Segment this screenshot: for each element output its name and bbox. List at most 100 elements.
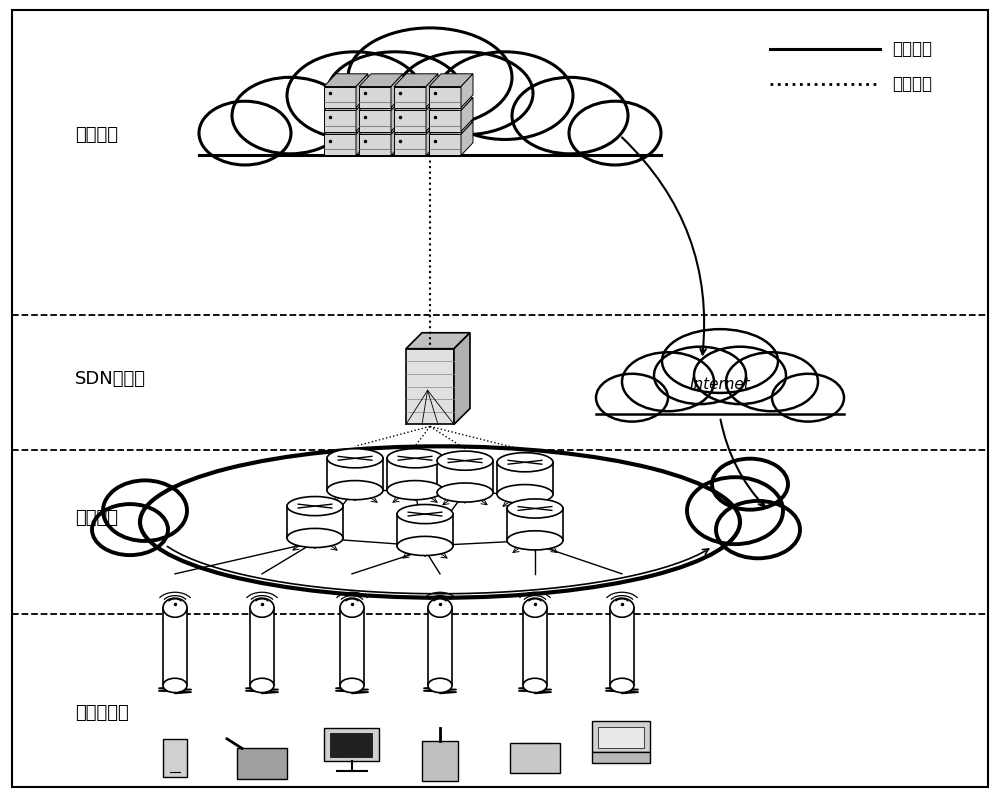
Bar	[422, 741, 458, 781]
Bar	[397, 514, 453, 546]
Bar	[340, 608, 364, 685]
Ellipse shape	[694, 347, 786, 404]
Bar	[497, 462, 553, 494]
Ellipse shape	[622, 352, 714, 411]
Bar	[163, 608, 187, 685]
Polygon shape	[391, 74, 403, 108]
Ellipse shape	[428, 598, 452, 617]
Ellipse shape	[437, 483, 493, 502]
Ellipse shape	[397, 52, 533, 135]
Text: 雾计算层: 雾计算层	[75, 509, 118, 527]
Bar	[598, 727, 644, 748]
Bar	[250, 608, 274, 685]
Ellipse shape	[507, 499, 563, 518]
Polygon shape	[394, 74, 438, 87]
Ellipse shape	[772, 374, 844, 422]
Polygon shape	[359, 74, 403, 87]
Ellipse shape	[250, 678, 274, 693]
Polygon shape	[461, 74, 473, 108]
Polygon shape	[391, 98, 403, 132]
Polygon shape	[394, 111, 426, 132]
Ellipse shape	[250, 598, 274, 617]
Polygon shape	[359, 98, 403, 111]
Polygon shape	[394, 122, 438, 135]
Bar	[592, 752, 650, 763]
Ellipse shape	[387, 481, 443, 500]
Bar	[592, 721, 650, 752]
Bar	[387, 458, 443, 490]
Ellipse shape	[340, 678, 364, 693]
Ellipse shape	[397, 536, 453, 556]
Ellipse shape	[340, 598, 364, 617]
Ellipse shape	[512, 77, 628, 154]
Text: Internet: Internet	[690, 378, 750, 392]
Text: 云计算层: 云计算层	[75, 127, 118, 144]
Bar	[327, 458, 383, 490]
Ellipse shape	[387, 449, 443, 468]
Bar	[199, 124, 661, 155]
Ellipse shape	[348, 28, 512, 127]
Polygon shape	[324, 87, 356, 108]
Polygon shape	[406, 349, 454, 424]
Ellipse shape	[437, 451, 493, 470]
Polygon shape	[429, 74, 473, 87]
Ellipse shape	[662, 329, 778, 393]
Polygon shape	[394, 87, 426, 108]
Polygon shape	[324, 135, 356, 155]
Ellipse shape	[92, 505, 168, 556]
Bar	[510, 743, 560, 773]
Ellipse shape	[596, 374, 668, 422]
Ellipse shape	[327, 449, 383, 468]
Ellipse shape	[428, 678, 452, 693]
Ellipse shape	[287, 528, 343, 548]
Ellipse shape	[437, 52, 573, 139]
Ellipse shape	[726, 352, 818, 411]
Polygon shape	[324, 74, 368, 87]
Polygon shape	[429, 111, 461, 132]
Ellipse shape	[327, 52, 463, 135]
Polygon shape	[461, 122, 473, 155]
Ellipse shape	[507, 531, 563, 550]
Ellipse shape	[397, 505, 453, 524]
Polygon shape	[394, 98, 438, 111]
Ellipse shape	[497, 485, 553, 504]
Bar	[428, 608, 452, 685]
Bar	[437, 461, 493, 493]
Bar	[237, 748, 287, 779]
Bar	[330, 733, 372, 757]
Bar	[610, 608, 634, 685]
Polygon shape	[406, 333, 470, 349]
Bar	[507, 508, 563, 540]
Polygon shape	[426, 98, 438, 132]
Bar	[287, 506, 343, 538]
Polygon shape	[356, 98, 368, 132]
Polygon shape	[394, 135, 426, 155]
Polygon shape	[359, 122, 403, 135]
Text: 控制平面: 控制平面	[892, 75, 932, 92]
Ellipse shape	[140, 446, 740, 598]
Ellipse shape	[654, 347, 746, 404]
Polygon shape	[359, 111, 391, 132]
Ellipse shape	[610, 678, 634, 693]
Polygon shape	[426, 122, 438, 155]
Text: 数据平面: 数据平面	[892, 41, 932, 58]
Ellipse shape	[232, 77, 348, 154]
Polygon shape	[454, 333, 470, 424]
Polygon shape	[359, 87, 391, 108]
Ellipse shape	[712, 459, 788, 510]
Polygon shape	[429, 122, 473, 135]
Ellipse shape	[610, 598, 634, 617]
Polygon shape	[324, 111, 356, 132]
Ellipse shape	[497, 453, 553, 472]
Ellipse shape	[327, 481, 383, 500]
Ellipse shape	[287, 497, 343, 516]
Ellipse shape	[163, 598, 187, 617]
Polygon shape	[356, 74, 368, 108]
Bar	[324, 728, 379, 761]
Bar	[523, 608, 547, 685]
Polygon shape	[426, 74, 438, 108]
Bar	[163, 739, 187, 777]
Ellipse shape	[716, 501, 800, 559]
Ellipse shape	[103, 481, 187, 541]
Ellipse shape	[523, 678, 547, 693]
